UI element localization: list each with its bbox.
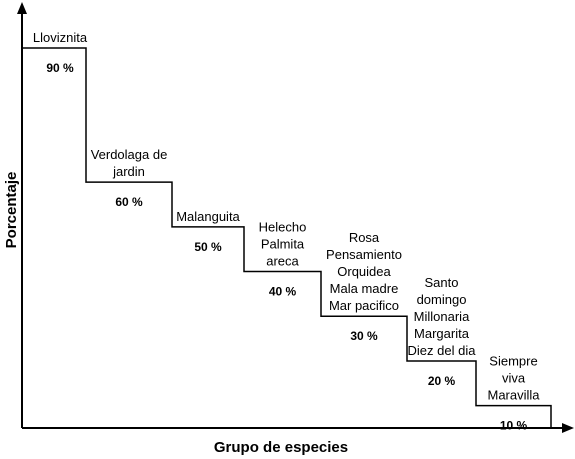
x-axis-arrow xyxy=(562,423,574,433)
species-label: Verdolaga de xyxy=(91,147,168,162)
species-label: Siempre xyxy=(489,354,537,369)
species-label: Mala madre xyxy=(330,281,399,296)
species-label: Helecho xyxy=(259,220,307,235)
species-label: domingo xyxy=(417,292,467,307)
species-label: Lloviznita xyxy=(33,30,88,45)
species-label: Millonaria xyxy=(414,309,470,324)
step-value-label: 30 % xyxy=(350,329,378,343)
staircase-line xyxy=(22,47,552,428)
species-label: Margarita xyxy=(414,326,470,341)
species-label: Palmita xyxy=(261,237,305,252)
species-label: viva xyxy=(502,371,526,386)
step-value-label: 20 % xyxy=(428,374,456,388)
y-axis-title: Porcentaje xyxy=(3,172,20,249)
species-label: Pensamiento xyxy=(326,247,402,262)
x-axis-title: Grupo de especies xyxy=(214,439,348,456)
step-value-label: 40 % xyxy=(269,285,297,299)
species-label: areca xyxy=(266,254,299,269)
step-value-label: 10 % xyxy=(500,419,528,433)
axes xyxy=(17,2,574,433)
step-value-label: 60 % xyxy=(115,195,143,209)
step-value-label: 50 % xyxy=(194,240,222,254)
species-label: Rosa xyxy=(349,230,380,245)
species-label: Mar pacifico xyxy=(329,298,399,313)
y-axis-arrow xyxy=(17,2,27,14)
species-label: Diez del dia xyxy=(408,343,477,358)
species-label: Maravilla xyxy=(487,388,540,403)
species-label: Orquidea xyxy=(337,264,391,279)
species-label: jardin xyxy=(112,164,145,179)
species-label: Malanguita xyxy=(176,209,240,224)
step-labels: Lloviznita 90 % Verdolaga de jardin 60 % Mala… xyxy=(33,30,540,433)
species-label: Santo xyxy=(425,275,459,290)
step-value-label: 90 % xyxy=(46,61,74,75)
